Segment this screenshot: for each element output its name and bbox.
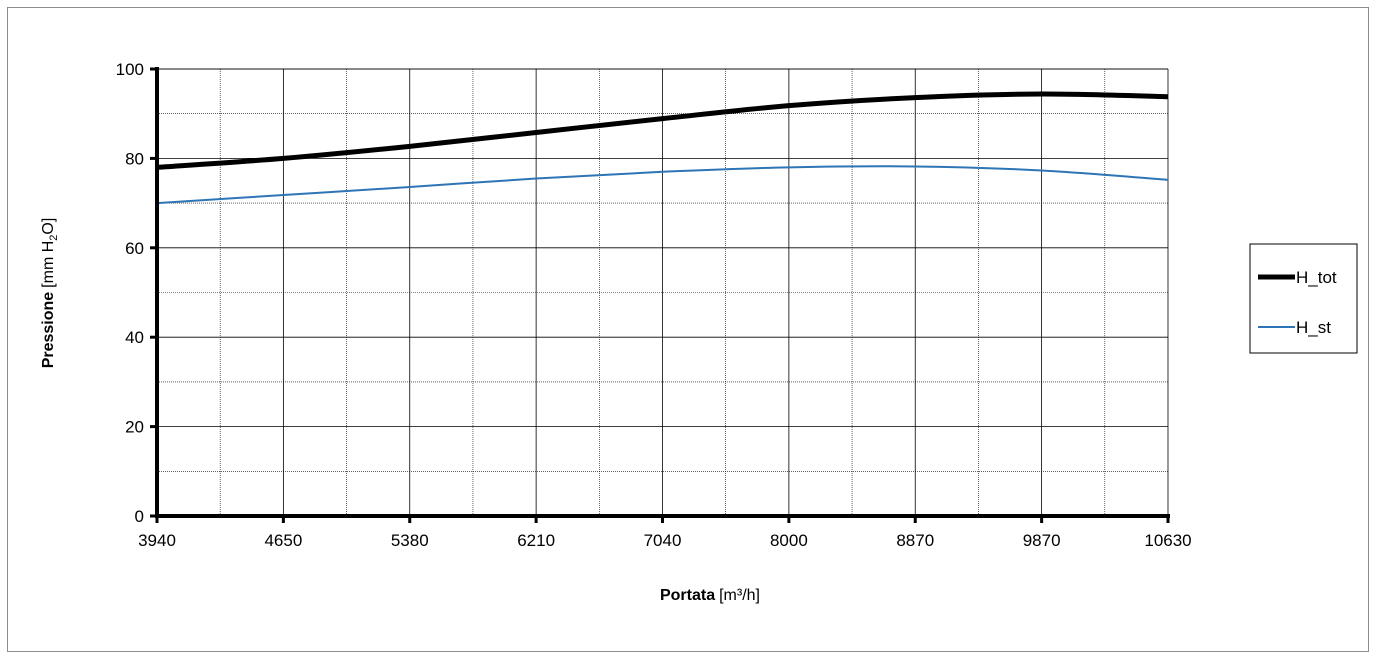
y-tick-label: 40 (125, 328, 144, 347)
y-axis-title-subscript: 2 (48, 235, 60, 241)
x-tick-label: 10630 (1144, 531, 1191, 550)
x-tick-label: 4650 (264, 531, 302, 550)
legend-label-h-tot: H_tot (1296, 268, 1337, 287)
series-layer (156, 91, 1169, 205)
series-line-h-st (156, 165, 1169, 205)
y-axis-title: Pressione [mm H2O] (40, 218, 60, 369)
x-tick-label: 6210 (517, 531, 555, 550)
tick-labels: 0 20 40 60 80 100 3940 4650 5380 6210 7040 8000 8870… (116, 60, 1192, 550)
x-tick-label: 8000 (770, 531, 808, 550)
x-tick-label: 3940 (138, 531, 176, 550)
x-axis-title-bold: Portata (660, 587, 715, 604)
legend-box (1249, 243, 1358, 354)
x-tick-label: 9870 (1023, 531, 1061, 550)
legend-label-h-st: H_st (1296, 318, 1331, 337)
x-tick-label: 5380 (391, 531, 429, 550)
y-axis-title-unit: [mm H (40, 241, 57, 288)
grid-lines (157, 68, 1169, 516)
y-tick-label: 60 (125, 239, 144, 258)
y-tick-label: 100 (116, 60, 144, 79)
y-tick-label: 20 (125, 418, 144, 437)
y-axis-title-bold: Pressione (40, 292, 57, 369)
y-axis-title-unit-end: O] (40, 218, 57, 235)
legend: H_tot H_st (1249, 243, 1358, 354)
x-tick-label: 7040 (644, 531, 682, 550)
x-axis-title: Portata [m³/h] (660, 587, 760, 604)
y-tick-label: 80 (125, 149, 144, 168)
axes (150, 67, 1170, 523)
series-line-h-tot (156, 91, 1169, 170)
x-axis-title-unit: [m³/h] (719, 587, 760, 604)
x-tick-label: 8870 (896, 531, 934, 550)
y-tick-label: 0 (135, 507, 144, 526)
